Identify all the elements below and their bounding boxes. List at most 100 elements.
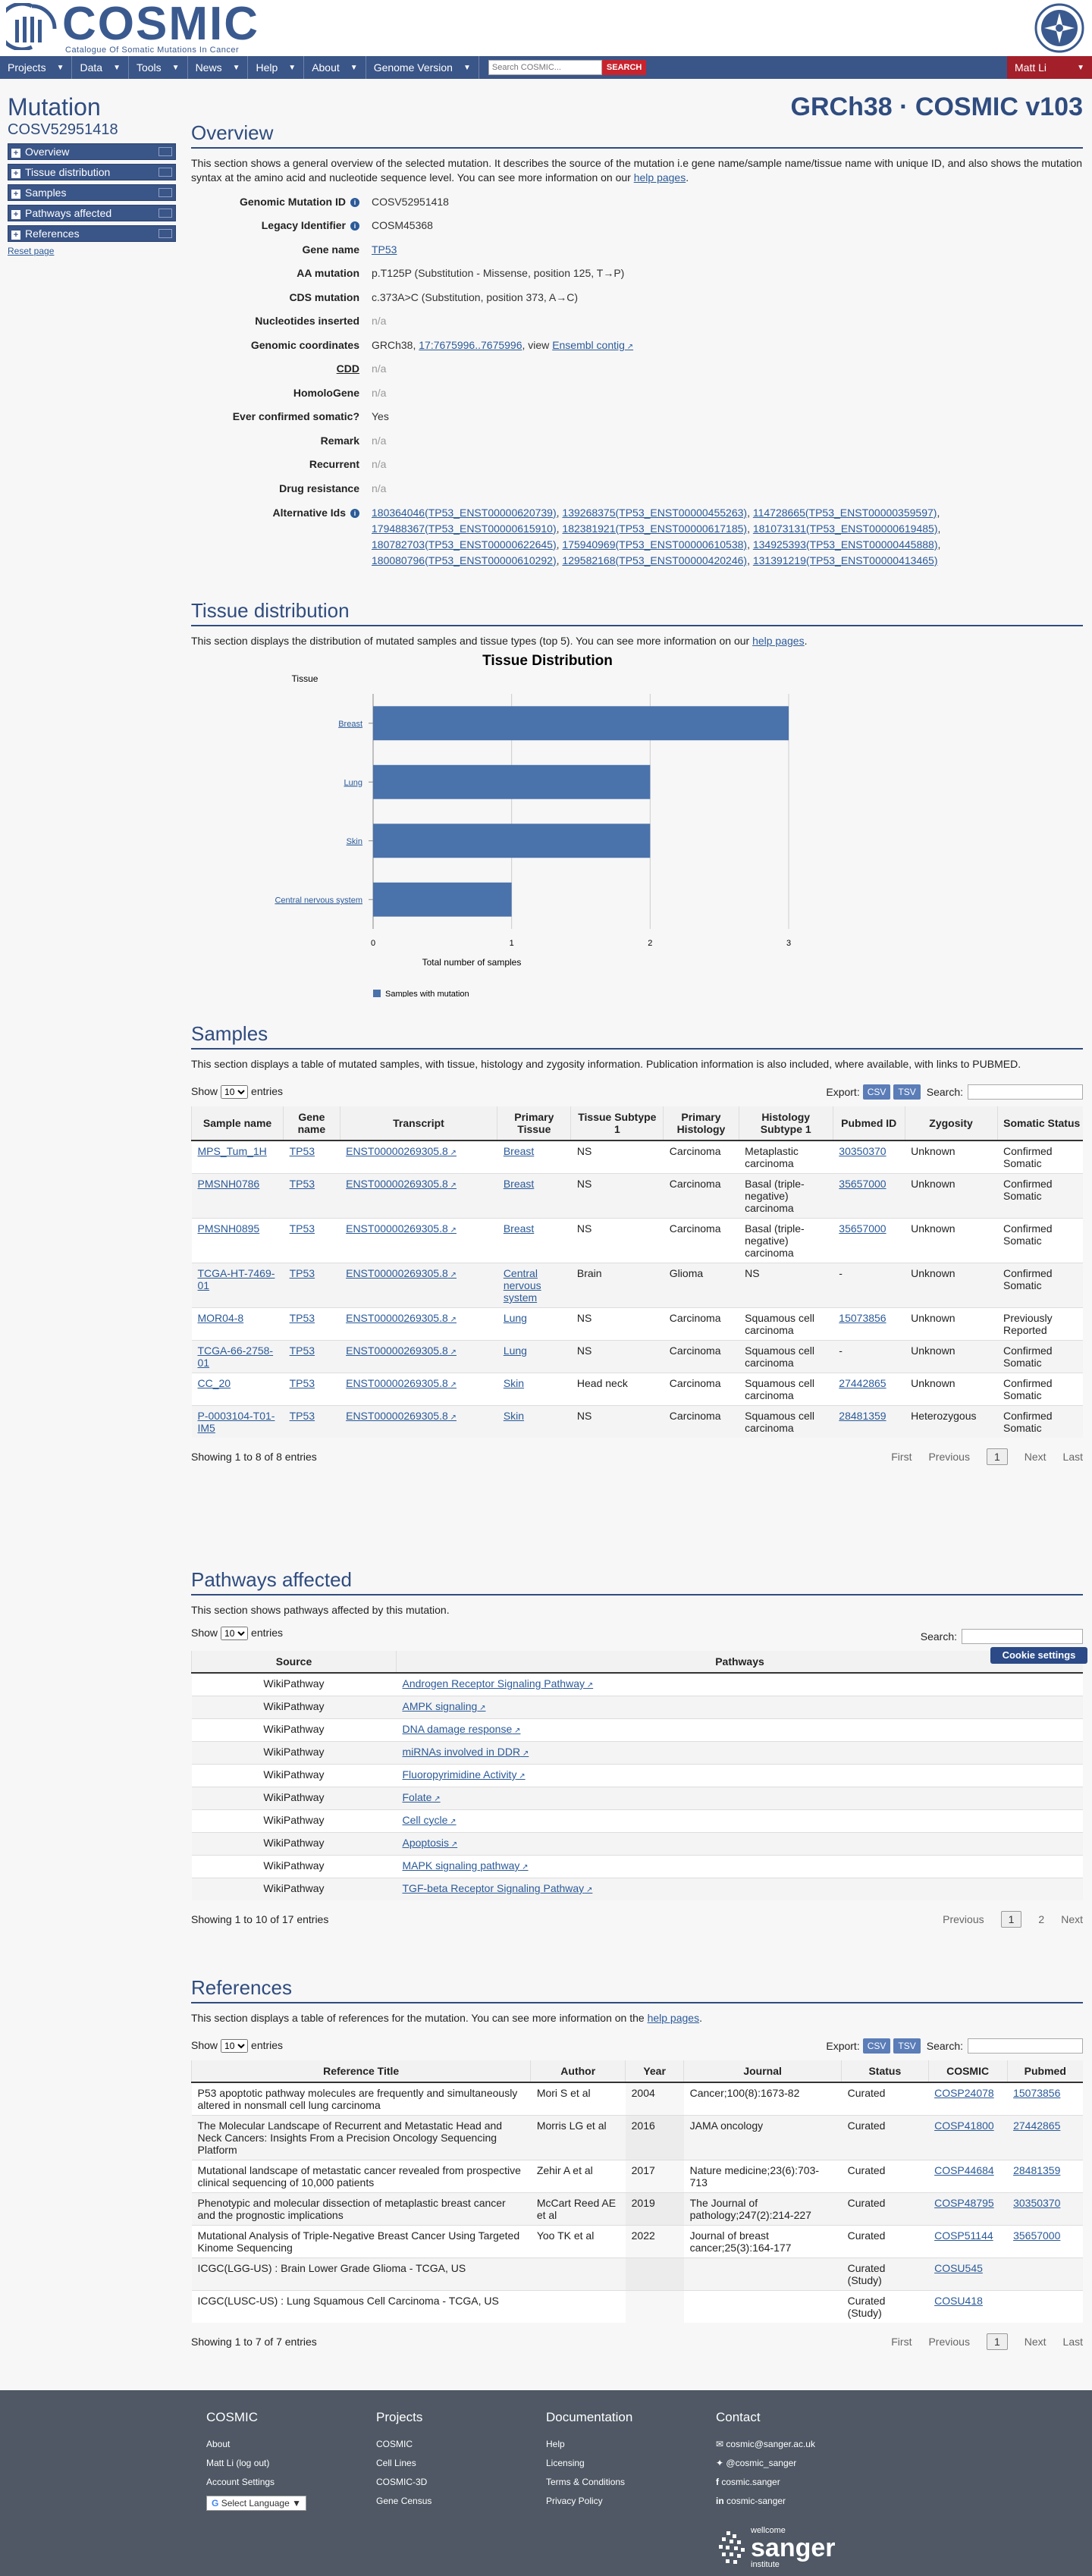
field-label[interactable]: CDD [336, 362, 359, 375]
cell-link[interactable]: TP53 [289, 1178, 315, 1190]
info-icon[interactable]: i [350, 221, 359, 231]
cell-link[interactable]: 27442865 [839, 1377, 886, 1389]
cell-link[interactable]: ENST00000269305.8 [346, 1145, 457, 1157]
cell-link[interactable]: ENST00000269305.8 [346, 1178, 457, 1190]
alt-id-link[interactable]: 180080796(TP53_ENST00000610292) [372, 554, 557, 566]
column-header[interactable]: Status [841, 2060, 929, 2083]
pathway-link[interactable]: Apoptosis [403, 1837, 458, 1849]
pager-next[interactable]: Next [1024, 2336, 1046, 2348]
footer-link-linkedin[interactable]: in cosmic-sanger [716, 2496, 883, 2506]
alt-id-link[interactable]: 182381921(TP53_ENST00000617185) [562, 522, 748, 535]
nav-tools[interactable]: Tools ▼ [129, 56, 188, 79]
column-header[interactable]: Year [625, 2060, 684, 2083]
drag-handle-icon[interactable] [158, 188, 172, 197]
nav-about[interactable]: About ▼ [304, 56, 366, 79]
alt-id-link[interactable]: 180782703(TP53_ENST00000622645) [372, 538, 557, 551]
footer-link-licensing[interactable]: Licensing [546, 2458, 585, 2468]
cell-link[interactable]: 15073856 [839, 1312, 886, 1324]
search-button[interactable]: SEARCH [601, 60, 647, 75]
cell-link[interactable]: 15073856 [1013, 2087, 1061, 2099]
pager-first[interactable]: First [891, 1451, 912, 1463]
alt-id-link[interactable]: 114728665(TP53_ENST00000359597) [752, 506, 937, 519]
footer-link-cell-lines[interactable]: Cell Lines [376, 2458, 416, 2468]
cell-link[interactable]: Breast [503, 1145, 535, 1157]
sidebar-item-tissue-distribution[interactable]: + Tissue distribution [8, 164, 176, 180]
pathway-link[interactable]: AMPK signaling [403, 1700, 486, 1712]
help-pages-link[interactable]: help pages [647, 2012, 700, 2024]
chart-category-label[interactable]: Lung [344, 778, 362, 787]
sidebar-item-overview[interactable]: + Overview [8, 143, 176, 160]
pager-page-2[interactable]: 2 [1038, 1913, 1045, 1925]
info-icon[interactable]: i [350, 197, 359, 207]
reset-page-link[interactable]: Reset page [8, 246, 55, 256]
cell-link[interactable]: COSP51144 [934, 2229, 993, 2242]
pathway-link[interactable]: TGF-beta Receptor Signaling Pathway [403, 1882, 593, 1894]
footer-link-twitter[interactable]: ✦ @cosmic_sanger [716, 2458, 883, 2468]
cell-link[interactable]: TP53 [289, 1222, 315, 1235]
cell-link[interactable]: Skin [503, 1410, 525, 1422]
cell-link[interactable]: TP53 [289, 1267, 315, 1279]
cell-link[interactable]: 35657000 [1013, 2229, 1061, 2242]
column-header[interactable]: Zygosity [904, 1106, 998, 1141]
chart-bar[interactable] [373, 882, 512, 917]
cell-link[interactable]: PMSNH0786 [197, 1178, 260, 1190]
cell-link[interactable]: ENST00000269305.8 [346, 1410, 457, 1422]
alt-id-link[interactable]: 139268375(TP53_ENST00000455263) [562, 506, 748, 519]
column-pathways[interactable]: Pathways [396, 1651, 1083, 1674]
pager-next[interactable]: Next [1024, 1451, 1046, 1463]
pathway-link[interactable]: miRNAs involved in DDR [403, 1746, 529, 1758]
pager-previous[interactable]: Previous [928, 1451, 970, 1463]
cosmic-logo[interactable]: COSMIC Catalogue Of Somatic Mutations In… [6, 1, 259, 55]
cell-link[interactable]: ENST00000269305.8 [346, 1312, 457, 1324]
cell-link[interactable]: Skin [503, 1377, 525, 1389]
chart-category-label[interactable]: Skin [347, 837, 362, 846]
pager-page-1[interactable]: 1 [1000, 1911, 1022, 1928]
footer-link-about[interactable]: About [206, 2439, 231, 2449]
alt-id-link[interactable]: 131391219(TP53_ENST00000413465) [752, 554, 938, 566]
footer-link-email[interactable]: ✉ cosmic@sanger.ac.uk [716, 2439, 883, 2449]
table-search-input[interactable] [968, 1084, 1083, 1100]
cell-link[interactable]: 27442865 [1013, 2119, 1061, 2132]
cell-link[interactable]: ENST00000269305.8 [346, 1377, 457, 1389]
cell-link[interactable]: MOR04-8 [197, 1312, 244, 1324]
nav-genome-version[interactable]: Genome Version ▼ [366, 56, 479, 79]
column-header[interactable]: Transcript [339, 1106, 497, 1141]
footer-link-help[interactable]: Help [546, 2439, 565, 2449]
sidebar-item-pathways-affected[interactable]: + Pathways affected [8, 205, 176, 221]
pager-previous[interactable]: Previous [943, 1913, 984, 1925]
help-pages-link[interactable]: help pages [752, 635, 805, 647]
cell-link[interactable]: Lung [503, 1312, 527, 1324]
chart-category-label[interactable]: Central nervous system [275, 896, 362, 905]
table-search-input[interactable] [962, 1629, 1083, 1644]
column-header[interactable]: Tissue Subtype 1 [570, 1106, 664, 1141]
cell-link[interactable]: TP53 [289, 1312, 315, 1324]
nav-help[interactable]: Help ▼ [248, 56, 305, 79]
footer-link-account-settings[interactable]: Account Settings [206, 2477, 275, 2487]
entries-select[interactable]: 10 [221, 1085, 249, 1099]
cell-link[interactable]: 35657000 [839, 1178, 886, 1190]
alt-id-link[interactable]: 129582168(TP53_ENST00000420246) [562, 554, 748, 566]
ensembl-contig-link[interactable]: Ensembl contig [552, 339, 633, 351]
drag-handle-icon[interactable] [158, 209, 172, 218]
chart-bar[interactable] [373, 706, 789, 741]
nav-data[interactable]: Data ▼ [72, 56, 129, 79]
info-icon[interactable]: i [350, 508, 359, 518]
footer-link-terms[interactable]: Terms & Conditions [546, 2477, 626, 2487]
footer-link-privacy[interactable]: Privacy Policy [546, 2496, 603, 2506]
cookie-settings-button[interactable]: Cookie settings [990, 1647, 1087, 1664]
export-tsv-button[interactable]: TSV [893, 2038, 921, 2054]
column-header[interactable]: Author [530, 2060, 626, 2083]
drag-handle-icon[interactable] [158, 168, 172, 177]
cell-link[interactable]: PMSNH0895 [197, 1222, 260, 1235]
column-header[interactable]: Journal [683, 2060, 842, 2083]
cell-link[interactable]: COSU418 [934, 2295, 983, 2307]
column-header[interactable]: Pubmed ID [832, 1106, 905, 1141]
nav-news[interactable]: News ▼ [188, 56, 249, 79]
cell-link[interactable]: 30350370 [1013, 2197, 1061, 2209]
table-search-input[interactable] [968, 2038, 1083, 2054]
pager-last[interactable]: Last [1062, 1451, 1083, 1463]
sidebar-item-references[interactable]: + References [8, 225, 176, 242]
chart-category-label[interactable]: Breast [338, 720, 362, 729]
column-header[interactable]: Somatic Status [996, 1106, 1083, 1141]
cell-link[interactable]: ENST00000269305.8 [346, 1344, 457, 1357]
